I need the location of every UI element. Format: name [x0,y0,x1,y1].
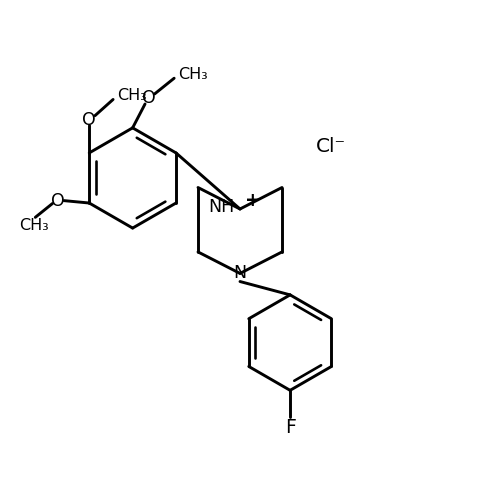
Text: F: F [285,418,296,437]
Text: NH: NH [208,198,234,216]
Text: O: O [51,192,65,210]
Text: CH₃: CH₃ [178,67,208,82]
Text: +: + [245,191,261,210]
Text: O: O [143,89,156,107]
Text: O: O [83,110,96,129]
Text: CH₃: CH₃ [117,88,147,103]
Text: Cl⁻: Cl⁻ [316,137,346,156]
Text: CH₃: CH₃ [20,218,49,233]
Text: N: N [233,264,247,282]
